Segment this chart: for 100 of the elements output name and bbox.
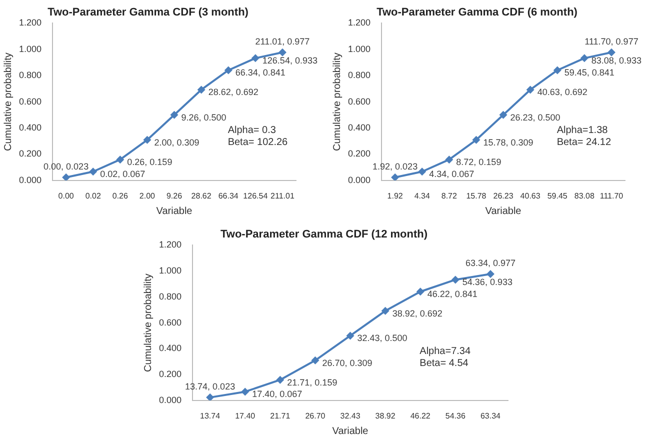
x-tick-label: 126.54 (243, 191, 268, 200)
y-tick-label: 0.200 (158, 369, 182, 380)
data-label: 59.45, 0.841 (564, 68, 614, 78)
point (580, 54, 588, 62)
y-tick-label: 1.000 (158, 266, 182, 276)
data-label: 0.02, 0.067 (100, 169, 146, 180)
y-tick-label: 0.600 (18, 96, 42, 106)
x-tick-label: 15.78 (466, 191, 487, 200)
data-label: 126.54, 0.933 (262, 56, 318, 66)
data-label: 8.72, 0.159 (456, 157, 502, 168)
point (445, 156, 454, 164)
annotation: Alpha=7.34 (420, 346, 471, 357)
data-label: 63.34, 0.977 (465, 258, 516, 268)
data-label: 0.00, 0.023 (44, 161, 89, 172)
data-label: 26.70, 0.309 (322, 358, 372, 368)
x-tick-label: 46.22 (410, 411, 431, 420)
annotation: Beta= 4.54 (420, 358, 469, 369)
x-tick-label: 40.63 (520, 191, 541, 200)
x-tick-label: 1.92 (387, 191, 404, 200)
x-axis-title: Variable (332, 426, 369, 437)
y-tick-label: 1.200 (348, 18, 371, 28)
x-tick-label: 66.34 (218, 191, 239, 200)
x-axis-title: Variable (156, 206, 193, 217)
point (224, 66, 232, 74)
data-label: 111.70, 0.977 (584, 36, 638, 46)
y-tick-label: 0.600 (348, 96, 371, 106)
x-tick-label: 32.43 (340, 411, 361, 420)
point (526, 86, 534, 94)
point (116, 156, 124, 164)
data-label: 17.40, 0.067 (252, 389, 302, 400)
x-tick-label: 26.23 (493, 191, 514, 200)
x-tick-label: 111.70 (600, 191, 624, 200)
point (499, 110, 508, 119)
data-label: 4.34, 0.067 (429, 169, 474, 180)
point (241, 388, 250, 396)
x-tick-label: 63.34 (480, 411, 502, 420)
data-label: 66.34, 0.841 (235, 68, 286, 78)
y-tick-label: 0.000 (158, 394, 182, 405)
point (143, 136, 152, 144)
x-axis-title: Variable (485, 206, 522, 217)
y-tick-label: 0.400 (158, 343, 182, 354)
y-tick-label: 1.200 (158, 240, 182, 250)
point (416, 288, 424, 296)
data-label: 1.92, 0.023 (372, 161, 418, 172)
point (62, 173, 70, 180)
y-tick-label: 0.800 (348, 70, 371, 80)
annotation: Alpha= 0.3 (228, 125, 276, 136)
data-label: 211.01, 0.977 (255, 36, 310, 46)
chart-title: Two-Parameter Gamma CDF (12 month) (220, 228, 428, 241)
annotation: Beta= 24.12 (556, 137, 612, 148)
x-tick-label: 4.34 (414, 191, 430, 200)
y-tick-label: 0.200 (18, 148, 42, 159)
y-tick-label: 0.800 (18, 70, 42, 80)
point (206, 393, 214, 400)
point (346, 332, 354, 340)
y-tick-label: 0.000 (348, 174, 371, 185)
x-tick-label: 26.70 (305, 411, 326, 420)
y-tick-label: 1.000 (18, 44, 42, 54)
point (251, 54, 260, 62)
point (391, 173, 400, 180)
data-label: 15.78, 0.309 (483, 137, 534, 148)
point (89, 168, 98, 176)
y-tick-label: 0.800 (158, 291, 182, 302)
point (170, 110, 178, 119)
x-tick-label: 17.40 (235, 411, 256, 420)
y-tick-label: 0.600 (158, 317, 182, 328)
x-tick-label: 13.74 (200, 411, 221, 420)
data-label: 2.00, 0.309 (154, 137, 200, 148)
x-tick-label: 54.36 (445, 411, 466, 420)
y-tick-label: 0.200 (348, 148, 371, 159)
data-label: 83.08, 0.933 (591, 56, 642, 66)
data-label: 26.23, 0.500 (510, 112, 560, 122)
data-label: 0.26, 0.159 (127, 157, 172, 168)
x-tick-label: 8.72 (441, 191, 458, 200)
y-axis-title: Cumulative probability (2, 52, 14, 151)
data-label: 38.92, 0.692 (392, 308, 442, 318)
chart-title: Two-Parameter Gamma CDF (3 month) (48, 6, 249, 19)
annotation: Alpha=1.38 (556, 125, 608, 136)
annotation: Beta= 102.26 (228, 137, 288, 148)
y-axis-title: Cumulative probability (332, 52, 343, 151)
point (553, 66, 562, 74)
x-tick-label: 59.45 (547, 191, 568, 200)
x-tick-label: 83.08 (574, 191, 595, 200)
y-tick-label: 0.400 (18, 122, 42, 132)
point (311, 356, 320, 364)
x-tick-label: 28.62 (191, 191, 212, 200)
point (381, 306, 390, 315)
data-label: 40.63, 0.692 (537, 87, 588, 98)
point (197, 86, 206, 94)
y-tick-label: 1.000 (348, 44, 371, 54)
point (418, 168, 426, 176)
y-tick-label: 1.200 (18, 18, 42, 28)
x-tick-label: 211.01 (270, 191, 295, 200)
y-tick-label: 0.400 (348, 122, 371, 132)
y-axis-title: Cumulative probability (142, 274, 154, 372)
data-label: 13.74, 0.023 (185, 381, 236, 392)
point (607, 48, 616, 56)
x-tick-label: 38.92 (375, 411, 396, 420)
chart-title: Two-Parameter Gamma CDF (6 month) (376, 6, 578, 19)
x-tick-label: 9.26 (166, 191, 183, 200)
